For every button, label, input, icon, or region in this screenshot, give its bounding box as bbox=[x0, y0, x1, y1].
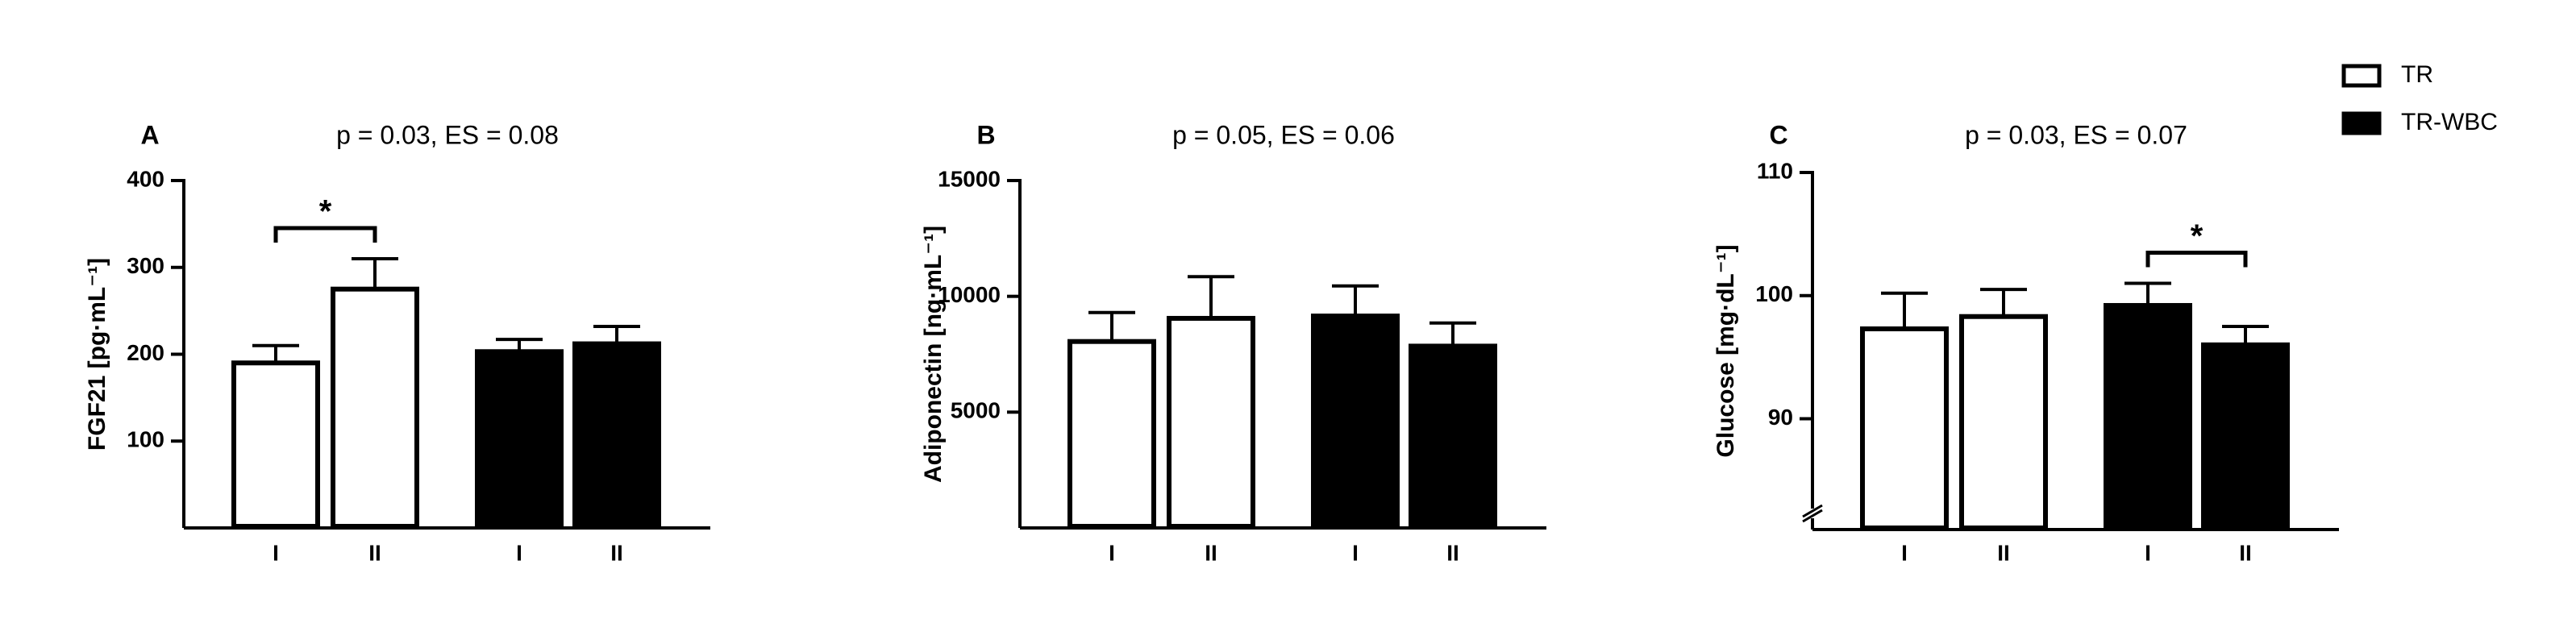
y-tick-label: 300 bbox=[127, 253, 164, 278]
x-tick-label: II bbox=[1205, 540, 1217, 565]
axis-break bbox=[1802, 504, 1823, 518]
y-axis-label: FGF21 [pg·mL⁻¹] bbox=[84, 258, 110, 451]
axis-break bbox=[1802, 509, 1823, 523]
bar bbox=[2201, 342, 2290, 530]
chart-title: p = 0.05, ES = 0.06 bbox=[1172, 120, 1395, 149]
x-tick-label: II bbox=[1446, 540, 1459, 565]
axis-break-gap bbox=[1803, 509, 1822, 518]
y-tick-label: 400 bbox=[127, 166, 164, 191]
bar bbox=[475, 349, 564, 529]
y-tick-label: 15000 bbox=[938, 166, 1001, 191]
panel-label: C bbox=[1769, 120, 1787, 149]
bar bbox=[1311, 314, 1400, 529]
bar bbox=[1409, 343, 1497, 529]
legend-label: TR-WBC bbox=[2401, 109, 2498, 135]
y-axis-label: Adiponectin [ng·mL⁻¹] bbox=[920, 226, 947, 483]
x-tick-label: I bbox=[1109, 540, 1115, 565]
bar bbox=[1067, 339, 1156, 529]
y-tick-label: 110 bbox=[1757, 158, 1793, 183]
y-tick-label: 5000 bbox=[951, 398, 1001, 423]
bar bbox=[1959, 314, 2048, 530]
y-axis-label: Glucose [mg·dL⁻¹] bbox=[1712, 244, 1739, 457]
y-tick-label: 100 bbox=[1755, 281, 1793, 306]
y-tick-label: 10000 bbox=[938, 282, 1001, 307]
x-tick-label: II bbox=[2239, 540, 2252, 565]
x-tick-label: I bbox=[1352, 540, 1359, 565]
significance-bracket bbox=[2145, 250, 2248, 268]
legend-label: TR bbox=[2401, 61, 2433, 88]
bar bbox=[572, 341, 661, 529]
bar bbox=[231, 360, 320, 529]
x-tick-label: II bbox=[610, 540, 623, 565]
y-tick-label: 200 bbox=[127, 340, 164, 365]
x-tick-label: I bbox=[273, 540, 279, 565]
bar bbox=[1860, 326, 1949, 530]
legend-swatch bbox=[2341, 111, 2382, 135]
x-tick-label: II bbox=[1997, 540, 2010, 565]
bar bbox=[1167, 315, 1255, 529]
bar bbox=[331, 286, 419, 529]
x-tick-label: I bbox=[516, 540, 522, 565]
y-tick-label: 90 bbox=[1768, 405, 1793, 430]
x-tick-label: I bbox=[2145, 540, 2151, 565]
significance-label: * bbox=[319, 194, 332, 230]
x-tick-label: I bbox=[1901, 540, 1908, 565]
panel-label: A bbox=[140, 120, 159, 149]
panel-label: B bbox=[976, 120, 995, 149]
x-tick-label: II bbox=[368, 540, 381, 565]
chart-title: p = 0.03, ES = 0.08 bbox=[336, 120, 559, 149]
significance-bracket bbox=[273, 226, 377, 243]
y-tick-label: 100 bbox=[127, 427, 164, 452]
bar bbox=[2104, 302, 2192, 530]
chart-title: p = 0.03, ES = 0.07 bbox=[1965, 120, 2187, 149]
significance-label: * bbox=[2191, 218, 2204, 254]
legend-swatch bbox=[2341, 64, 2382, 88]
